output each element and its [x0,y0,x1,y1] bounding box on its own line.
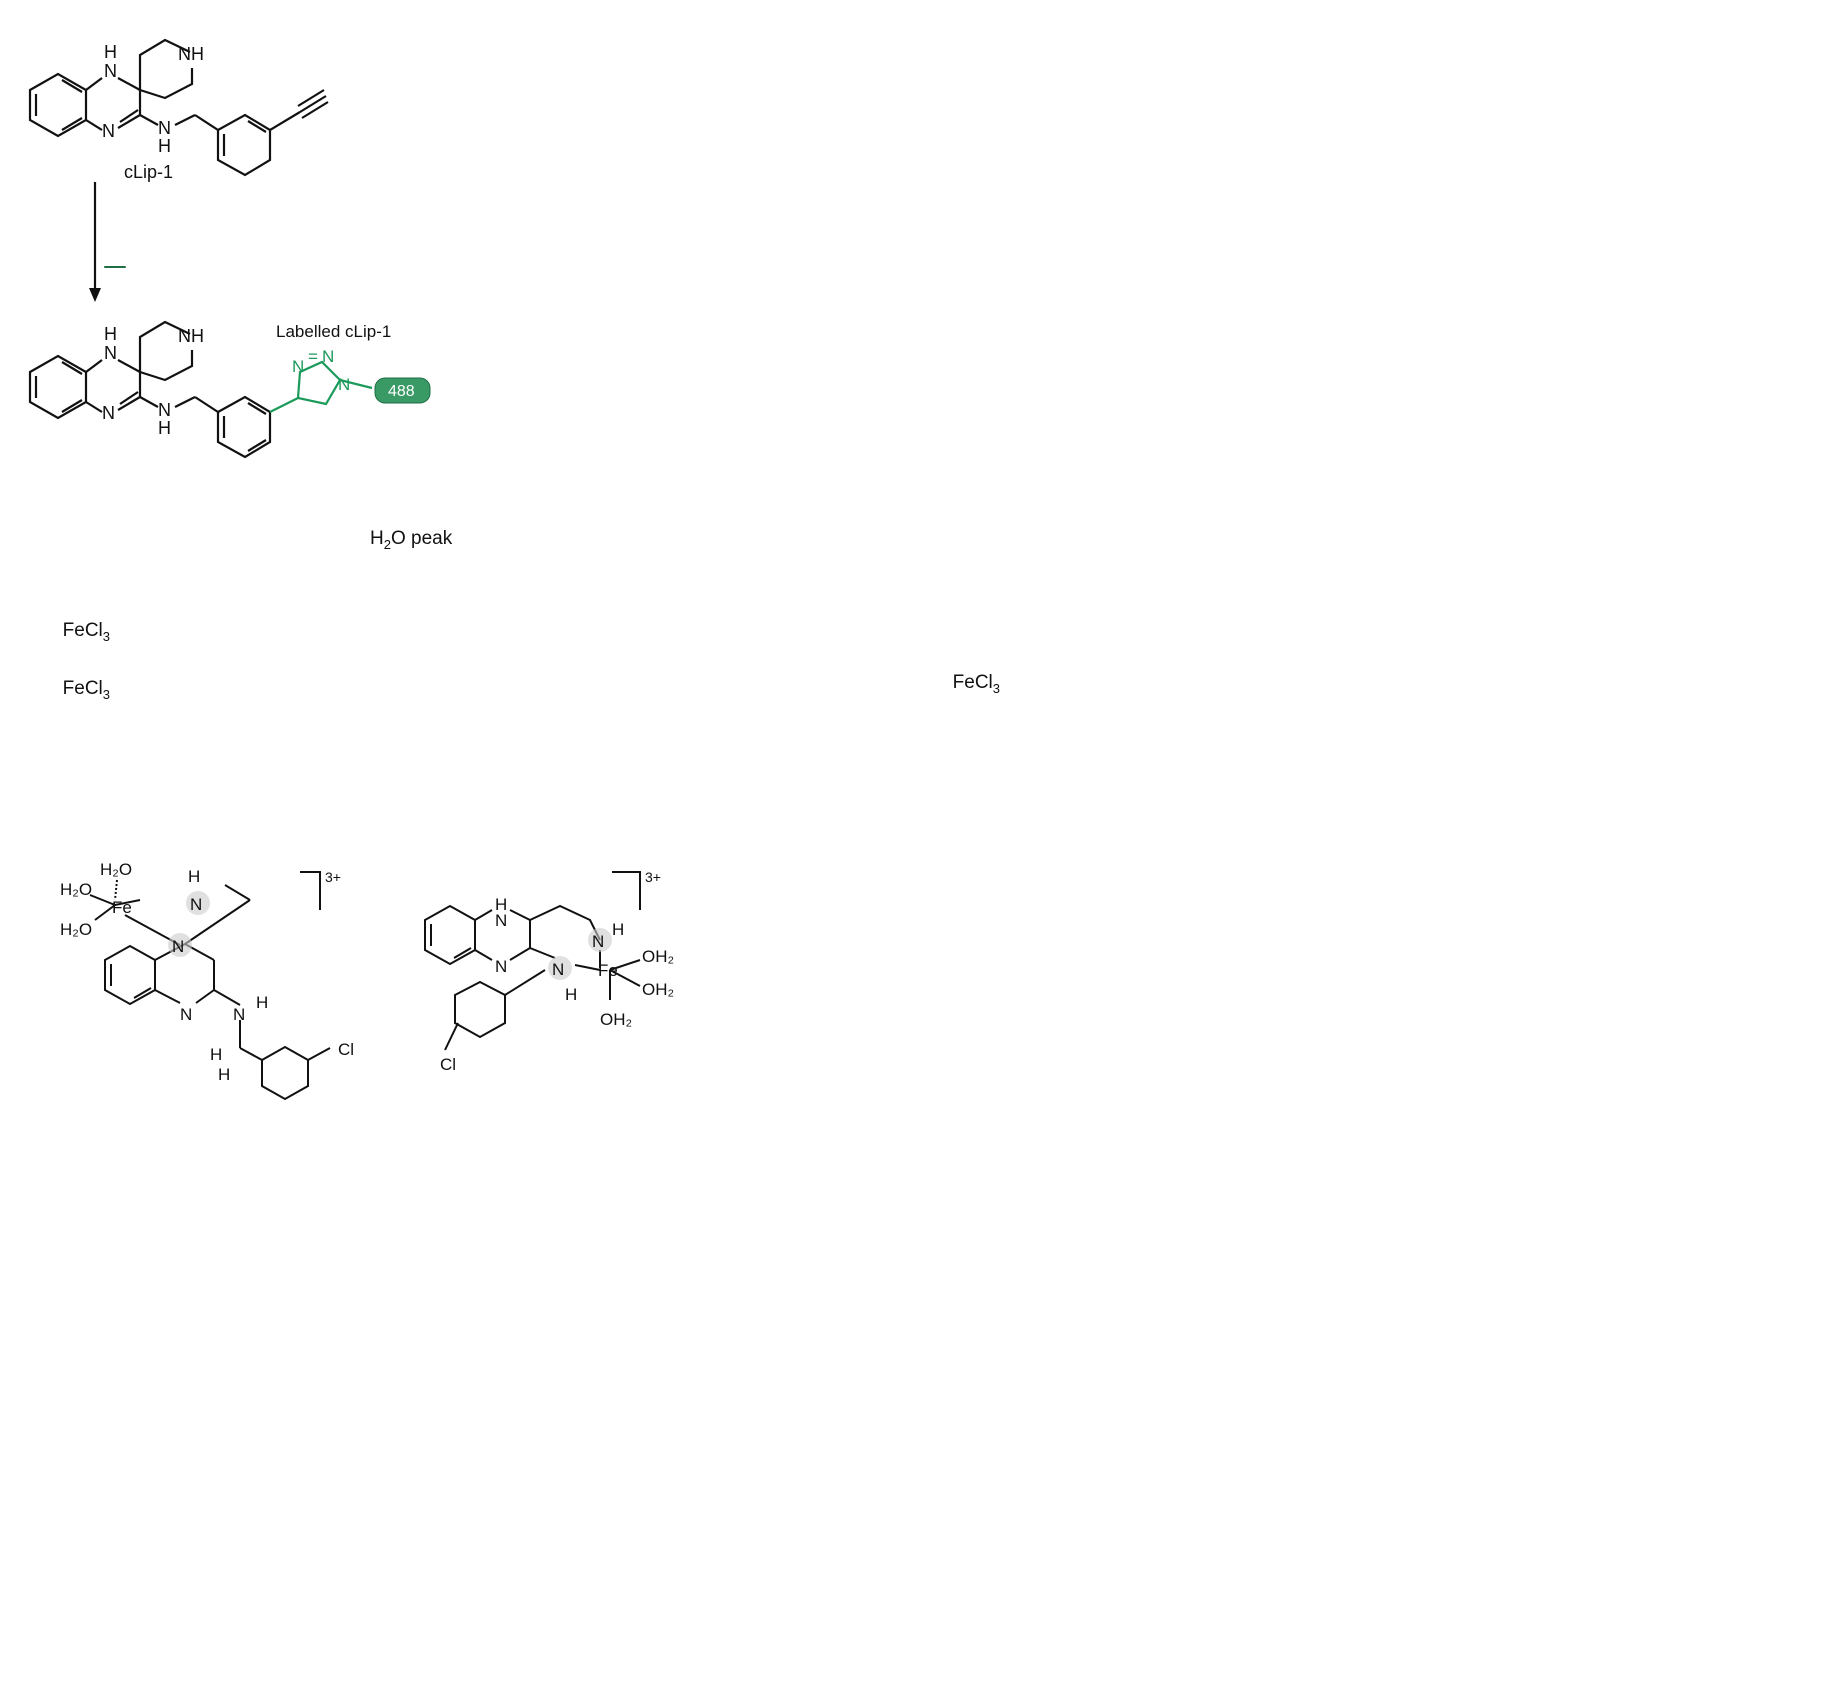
addition-line2: FeCl3 [952,672,1000,696]
svg-text:H: H [158,136,171,156]
svg-text:N: N [104,61,117,81]
chart-i-box [350,1140,710,1692]
svg-text:H: H [612,920,624,939]
svg-text:488: 488 [388,383,415,400]
chart-g-cv-lip1 [720,810,1300,1140]
d-addition-1: FeCl3 [20,620,110,648]
chart-e-nmr [910,470,1840,810]
labelled-clip1-label: Labelled cLip-1 [276,322,391,341]
fe-atom-left: Fe [112,898,132,917]
svg-text:NH: NH [178,326,204,346]
cl-atom-left: Cl [338,1040,354,1059]
svg-text:H: H [210,1045,222,1064]
chart-j-box [710,1140,1050,1692]
svg-text:N: N [172,937,184,956]
svg-text:N: N [552,960,564,979]
svg-text:H: H [565,985,577,1004]
compound-label: cLip-1 [124,162,173,182]
svg-text:N: N [592,932,604,951]
chart-b-survival [1030,50,1410,470]
svg-text:H: H [256,993,268,1012]
svg-text:N: N [158,400,171,420]
svg-text:H₂O: H₂O [60,920,92,939]
svg-text:N: N [322,347,334,366]
svg-text:N: N [190,895,202,914]
svg-text:H: H [495,895,507,914]
svg-text:N: N [338,375,350,394]
addition-line2: FeCl3 [62,620,110,644]
svg-text:NH: NH [178,44,204,64]
chart-d-nmr [0,470,920,810]
chart-g-cv-dfo [1280,810,1840,1140]
svg-text:N: N [158,118,171,138]
svg-text:3+: 3+ [645,869,661,885]
alexa-488-tag [104,266,126,268]
svg-text:OH₂: OH₂ [600,1010,632,1029]
svg-text:N: N [233,1005,245,1024]
chart-h-box [0,1140,360,1692]
svg-text:N: N [104,343,117,363]
fe-atom-right: Fe [598,961,618,980]
e-addition-fecl3: FeCl3 [920,672,1000,700]
svg-text:H₂O: H₂O [100,860,132,879]
svg-text:N: N [180,1005,192,1024]
svg-text:N: N [102,403,115,423]
addition-line2: FeCl3 [62,678,110,702]
chart-k-scatter [1570,1240,1840,1692]
cl-atom-right: Cl [440,1055,456,1074]
svg-text:N: N [102,121,115,141]
svg-text:OH₂: OH₂ [642,947,674,966]
svg-text:H: H [104,42,117,62]
h2o-peak-label: H2O peak [370,528,453,552]
svg-text:N: N [292,357,304,376]
svg-text:OH₂: OH₂ [642,980,674,999]
svg-text:H: H [188,867,200,886]
svg-text:H: H [218,1065,230,1084]
step-3 [104,252,126,274]
svg-text:N: N [495,957,507,976]
svg-text:N: N [495,911,507,930]
chart-a-scatter [800,55,1030,495]
svg-text:H₂O: H₂O [60,880,92,899]
svg-text:H: H [104,324,117,344]
svg-text:3+: 3+ [325,869,341,885]
d-addition-2: FeCl3 [20,678,110,706]
svg-text:=: = [308,347,318,366]
svg-text:H: H [158,418,171,438]
